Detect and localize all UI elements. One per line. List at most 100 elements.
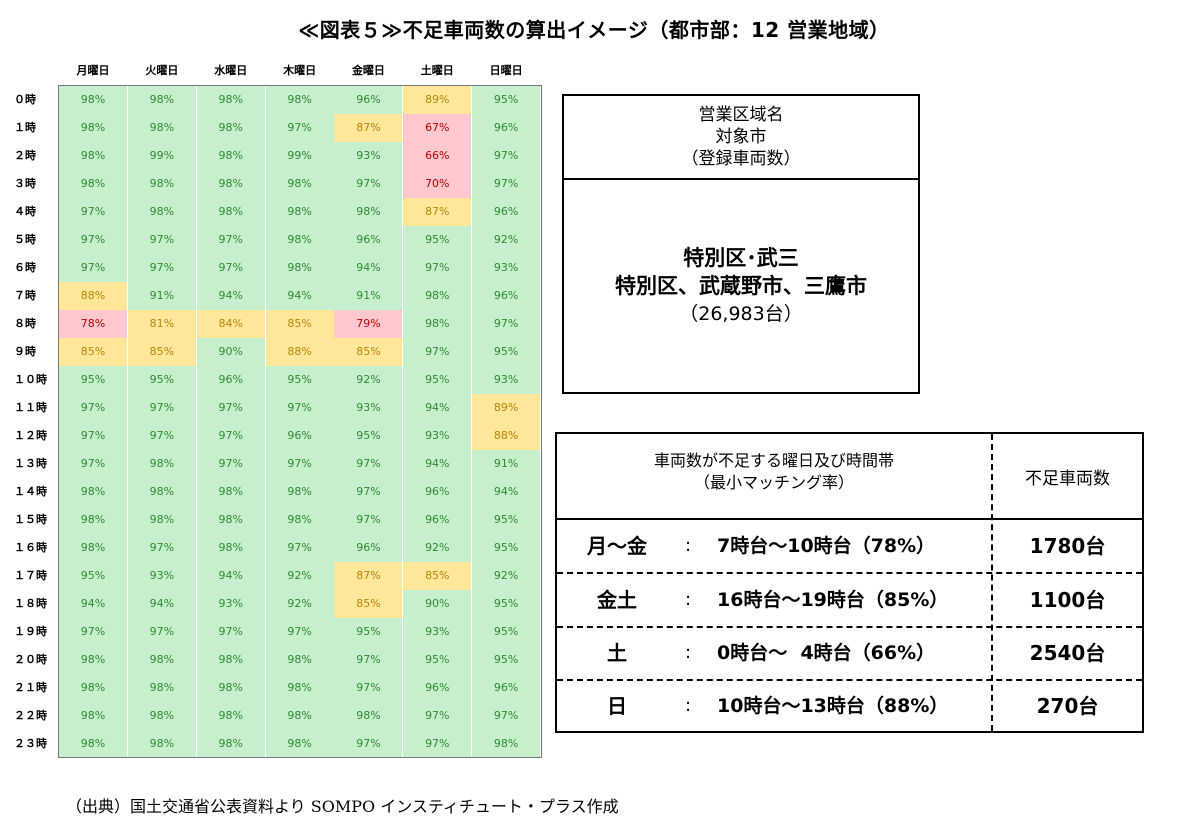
shortage-row-colon: : [685, 535, 692, 556]
heatmap-cell: 97% [265, 534, 334, 562]
shortage-row-divider [557, 679, 1142, 681]
shortage-row: 土 : 0時台～ 4時台（66%） 2540台 [557, 627, 1142, 679]
heatmap-cell: 98% [127, 198, 196, 226]
heatmap-cell: 97% [196, 450, 265, 478]
heatmap-cell: 98% [196, 534, 265, 562]
shortage-row-time: 10時台～13時台（88%） [717, 695, 949, 717]
heatmap-cell: 98% [196, 506, 265, 534]
heatmap-cell: 87% [334, 114, 403, 142]
row-label: ８時 [14, 317, 36, 330]
heatmap-cell: 96% [472, 282, 541, 310]
heatmap-cell: 97% [334, 450, 403, 478]
column-header: 水曜日 [214, 64, 248, 77]
heatmap-cell: 91% [127, 282, 196, 310]
heatmap-cell: 98% [334, 198, 403, 226]
heatmap-cell: 98% [196, 86, 265, 114]
heatmap-cell: 85% [59, 338, 127, 366]
heatmap-cell: 90% [403, 590, 472, 618]
shortage-row-count: 2540台 [1029, 641, 1106, 665]
heatmap-cell: 98% [127, 730, 196, 758]
heatmap-cell: 90% [196, 338, 265, 366]
heatmap-cell: 98% [127, 170, 196, 198]
heatmap-cell: 85% [265, 310, 334, 338]
heatmap-cell: 85% [334, 338, 403, 366]
shortage-table-header-left: 車両数が不足する曜日及び時間帯 （最小マッチング率） [557, 450, 991, 494]
heatmap-cell: 98% [265, 478, 334, 506]
shortage-table-column-divider [991, 434, 993, 731]
shortage-row-count: 270台 [1036, 694, 1099, 718]
area-info-box: 営業区域名 対象市 （登録車両数） 特別区･武三 特別区、武蔵野市、三鷹市 （2… [562, 94, 920, 394]
area-name: 特別区･武三 [683, 246, 799, 270]
heatmap-cell: 97% [472, 702, 541, 730]
row-label: １７時 [14, 569, 47, 582]
row-label: ２時 [14, 149, 36, 162]
shortage-row-count: 1780台 [1029, 534, 1106, 558]
heatmap-cell: 98% [59, 86, 127, 114]
heatmap-cell: 79% [334, 310, 403, 338]
heatmap-cell: 88% [472, 422, 541, 450]
heatmap-cell: 97% [265, 394, 334, 422]
heatmap-cell: 97% [472, 142, 541, 170]
row-label: ０時 [14, 93, 36, 106]
shortage-row-day: 土 [607, 641, 627, 665]
heatmap-cell: 67% [403, 114, 472, 142]
heatmap-cell: 95% [472, 646, 541, 674]
heatmap-cell: 98% [127, 674, 196, 702]
heatmap-cell: 97% [59, 618, 127, 646]
heatmap-cell: 98% [59, 142, 127, 170]
heatmap-cell: 98% [403, 282, 472, 310]
heatmap-cell: 98% [196, 198, 265, 226]
row-label: ３時 [14, 177, 36, 190]
source-note: （出典）国土交通省公表資料より SOMPO インスティチュート・プラス作成 [66, 797, 619, 816]
heatmap-cell: 94% [403, 394, 472, 422]
area-info-body: 特別区･武三 特別区、武蔵野市、三鷹市 （26,983台） [564, 244, 918, 328]
heatmap-cell: 95% [265, 366, 334, 394]
heatmap-cell: 97% [127, 422, 196, 450]
area-vehicles: （26,983台） [679, 303, 803, 325]
heatmap-cell: 98% [127, 646, 196, 674]
heatmap-cell: 95% [403, 226, 472, 254]
heatmap-cell: 96% [472, 674, 541, 702]
column-header: 木曜日 [283, 64, 317, 77]
heatmap-cell: 95% [127, 366, 196, 394]
shortage-row-day: 月～金 [587, 534, 647, 558]
shortage-table-header-divider [557, 518, 1142, 520]
heatmap-cell: 98% [265, 730, 334, 758]
heatmap-cell: 94% [59, 590, 127, 618]
shortage-row: 月～金 : 7時台～10時台（78%） 1780台 [557, 520, 1142, 572]
heatmap-cell: 95% [403, 366, 472, 394]
heatmap-cell: 97% [334, 506, 403, 534]
column-header: 土曜日 [420, 64, 454, 77]
heatmap-cell: 97% [334, 478, 403, 506]
heatmap-cell: 98% [59, 170, 127, 198]
heatmap-cell: 97% [196, 226, 265, 254]
heatmap-cell: 97% [403, 702, 472, 730]
heatmap-cell: 97% [196, 422, 265, 450]
heatmap-cell: 84% [196, 310, 265, 338]
heatmap-cell: 92% [265, 562, 334, 590]
heatmap-cell: 96% [334, 86, 403, 114]
heatmap-cell: 93% [472, 366, 541, 394]
area-info-header-line1: 営業区域名 [698, 105, 784, 125]
shortage-row-time: 16時台～19時台（85%） [717, 589, 949, 611]
heatmap-cell: 91% [472, 450, 541, 478]
heatmap-cell: 96% [403, 506, 472, 534]
heatmap-cell: 98% [265, 170, 334, 198]
heatmap-cell: 98% [59, 646, 127, 674]
row-label: ２１時 [14, 681, 47, 694]
heatmap-cell: 97% [472, 310, 541, 338]
heatmap-cell: 97% [59, 254, 127, 282]
heatmap-cell: 93% [403, 422, 472, 450]
heatmap-cell: 98% [265, 702, 334, 730]
heatmap-cell: 88% [265, 338, 334, 366]
heatmap-cell: 98% [265, 254, 334, 282]
heatmap-cell: 92% [472, 226, 541, 254]
row-label: ２２時 [14, 709, 47, 722]
heatmap-cell: 95% [472, 86, 541, 114]
row-label: １８時 [14, 597, 47, 610]
heatmap-cell: 97% [334, 170, 403, 198]
heatmap-cell: 97% [265, 618, 334, 646]
heatmap-cell: 85% [403, 562, 472, 590]
area-info-header: 営業区域名 対象市 （登録車両数） [564, 96, 918, 180]
heatmap-cell: 66% [403, 142, 472, 170]
